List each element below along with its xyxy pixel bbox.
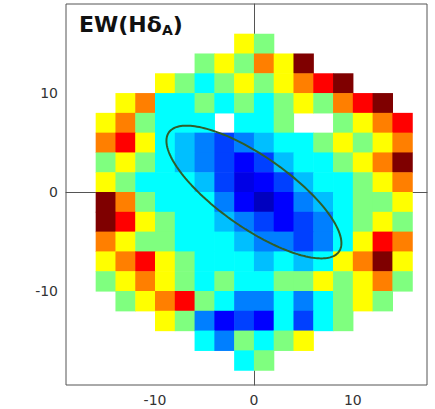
svg-text:EW(Hδ: EW(Hδ <box>79 12 162 37</box>
svg-text:10: 10 <box>344 392 362 408</box>
svg-text:10: 10 <box>40 85 58 101</box>
svg-text:0: 0 <box>49 184 58 200</box>
svg-text:-10: -10 <box>144 392 167 408</box>
svg-text:0: 0 <box>249 392 258 408</box>
svg-text:): ) <box>173 12 183 37</box>
svg-text:A: A <box>162 22 173 38</box>
svg-text:-10: -10 <box>35 283 58 299</box>
